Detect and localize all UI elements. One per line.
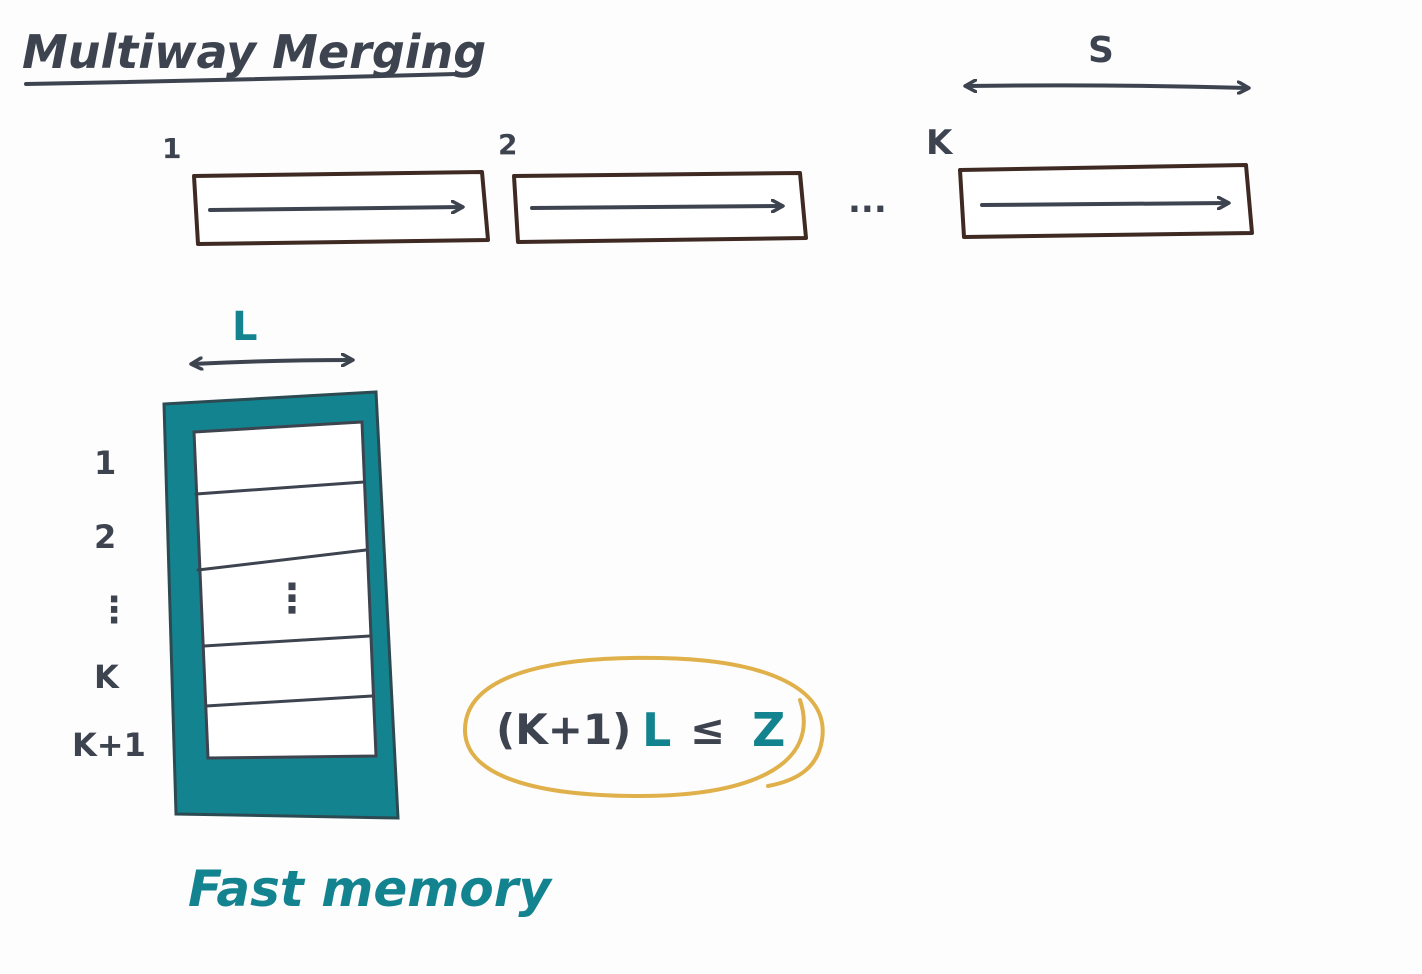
buffer-row-label-k-plus-1: K+1 [72,726,146,764]
run-2 [512,171,808,244]
constraint-z: Z [752,703,785,757]
run-1 [192,170,490,246]
buffer-row-label-2: 2 [94,518,116,556]
title-underline [24,72,458,86]
run-label-1: 1 [162,132,181,165]
run-label-k: K [926,123,954,163]
block-width-arrow [192,360,352,364]
runs-ellipsis: ... [848,181,887,221]
buffer-divider-4 [204,694,374,708]
constraint-operator: ≤ [690,705,725,754]
run-k [958,163,1254,239]
buffer-row-label-1: 1 [94,444,116,482]
buffer-inner-ellipsis: ⋮ [272,576,312,622]
buffer-row-label-k: K [94,658,120,696]
fast-memory-buffer-area [192,420,378,760]
page-title: Multiway Merging [22,25,486,79]
run-k-box [958,163,1254,239]
run-1-arrow [208,207,462,210]
memory-constraint: (K+1) L ≤ Z [462,655,825,799]
span-label-s: S [1088,30,1114,71]
run-k-arrow [980,203,1228,205]
fast-memory: ⋮ [162,390,400,820]
span-arrow [966,85,1248,88]
run-2-arrow [530,206,782,208]
buffer-divider-1 [194,480,366,496]
buffer-row-label-ellipsis: ⋮ [96,590,132,631]
buffer-divider-2 [196,548,368,572]
constraint-prefix: (K+1) [496,705,631,754]
constraint-ring [462,655,825,799]
constraint-l: L [642,703,671,757]
block-width-label-l: L [232,304,258,350]
run-label-2: 2 [498,128,517,161]
fast-memory-caption: Fast memory [188,860,553,918]
buffer-divider-3 [202,634,372,648]
